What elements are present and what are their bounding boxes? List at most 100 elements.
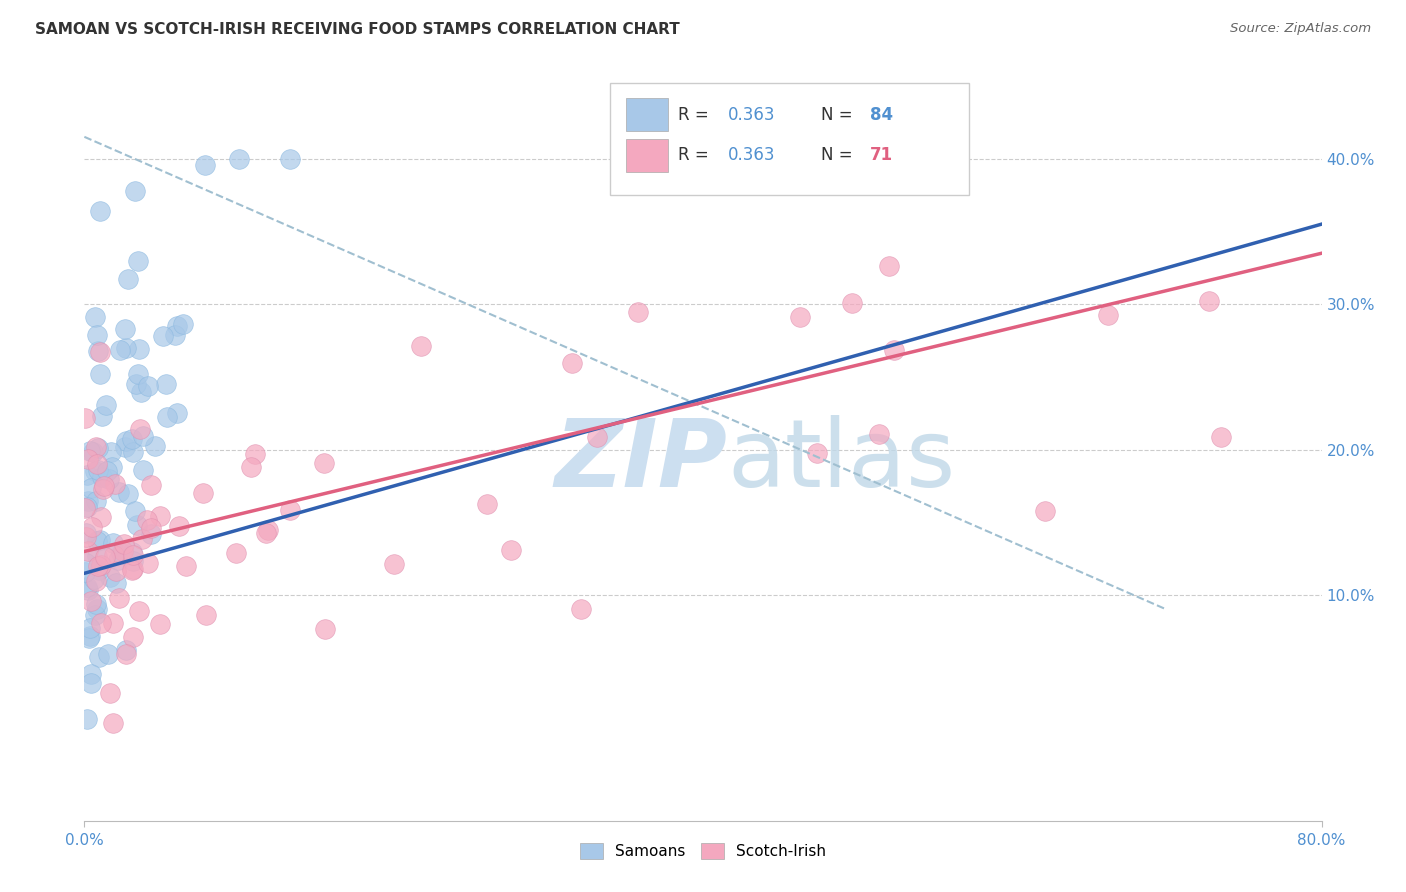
Point [129, 384, 152, 399]
Point [76, 544, 98, 558]
Point [84, 493, 107, 508]
Point [89, 563, 111, 577]
Point [76, 580, 98, 594]
Point [128, 342, 150, 356]
Point [90, 509, 112, 524]
Point [91, 482, 114, 496]
Text: 0.363: 0.363 [728, 106, 775, 124]
Point [121, 444, 143, 458]
Point [193, 486, 215, 500]
Point [139, 521, 162, 535]
Point [86, 533, 108, 548]
Point [83, 573, 105, 587]
Point [98, 686, 121, 700]
Point [84, 608, 107, 623]
Point [86, 328, 108, 343]
Point [117, 487, 139, 501]
Point [89, 649, 111, 664]
Point [73, 501, 96, 516]
Point [101, 616, 124, 631]
Point [80, 481, 103, 495]
Point [94, 398, 117, 412]
Point [122, 549, 145, 563]
Point [73, 411, 96, 425]
Point [86, 440, 108, 454]
Text: 84: 84 [870, 106, 893, 124]
Point [125, 376, 148, 391]
Point [166, 319, 188, 334]
Point [121, 545, 143, 559]
Point [82, 445, 104, 459]
Point [243, 447, 266, 461]
Point [1035, 504, 1057, 518]
Point [121, 563, 143, 577]
Point [87, 559, 110, 574]
Point [75, 525, 97, 540]
Point [79, 621, 101, 635]
Point [167, 519, 190, 533]
Point [627, 305, 650, 319]
Point [80, 666, 103, 681]
Point [128, 604, 150, 618]
Point [278, 503, 301, 517]
Point [107, 591, 129, 605]
Point [254, 525, 277, 540]
Point [98, 569, 121, 583]
Point [1211, 429, 1233, 443]
Point [176, 559, 198, 574]
Text: Source: ZipAtlas.com: Source: ZipAtlas.com [1230, 22, 1371, 36]
Point [76, 468, 98, 483]
Point [501, 542, 523, 557]
Point [225, 546, 247, 560]
Point [90, 409, 112, 424]
Text: SAMOAN VS SCOTCH-IRISH RECEIVING FOOD STAMPS CORRELATION CHART: SAMOAN VS SCOTCH-IRISH RECEIVING FOOD ST… [35, 22, 681, 37]
Point [100, 459, 122, 474]
Point [155, 376, 177, 391]
Point [139, 478, 162, 492]
Point [475, 497, 498, 511]
Point [90, 615, 112, 630]
Point [841, 296, 863, 310]
Point [127, 367, 149, 381]
FancyBboxPatch shape [610, 83, 969, 195]
Point [86, 457, 108, 471]
Point [163, 328, 186, 343]
Point [127, 254, 149, 268]
Point [149, 508, 172, 523]
Point [80, 676, 103, 690]
Point [87, 463, 110, 477]
Point [569, 602, 592, 616]
Point [278, 152, 301, 166]
Point [84, 464, 107, 478]
Point [789, 310, 811, 324]
Point [172, 317, 194, 331]
Point [877, 260, 900, 274]
Point [136, 556, 159, 570]
Point [77, 493, 100, 508]
Point [105, 575, 128, 590]
Point [89, 367, 111, 381]
Point [122, 554, 145, 568]
Point [136, 379, 159, 393]
Point [114, 322, 136, 336]
Point [124, 504, 146, 518]
Point [314, 622, 336, 636]
Point [122, 630, 145, 644]
Point [586, 429, 609, 443]
Point [149, 616, 172, 631]
Point [91, 470, 114, 484]
Point [107, 553, 129, 567]
FancyBboxPatch shape [626, 98, 668, 131]
Point [76, 712, 98, 726]
Text: N =: N = [821, 146, 858, 164]
Point [194, 607, 217, 622]
FancyBboxPatch shape [626, 139, 668, 172]
Point [77, 451, 100, 466]
Point [111, 544, 134, 558]
Point [79, 629, 101, 643]
Point [194, 158, 217, 172]
Point [96, 464, 118, 478]
Point [108, 343, 131, 358]
Text: 71: 71 [870, 146, 893, 164]
Text: R =: R = [678, 146, 714, 164]
